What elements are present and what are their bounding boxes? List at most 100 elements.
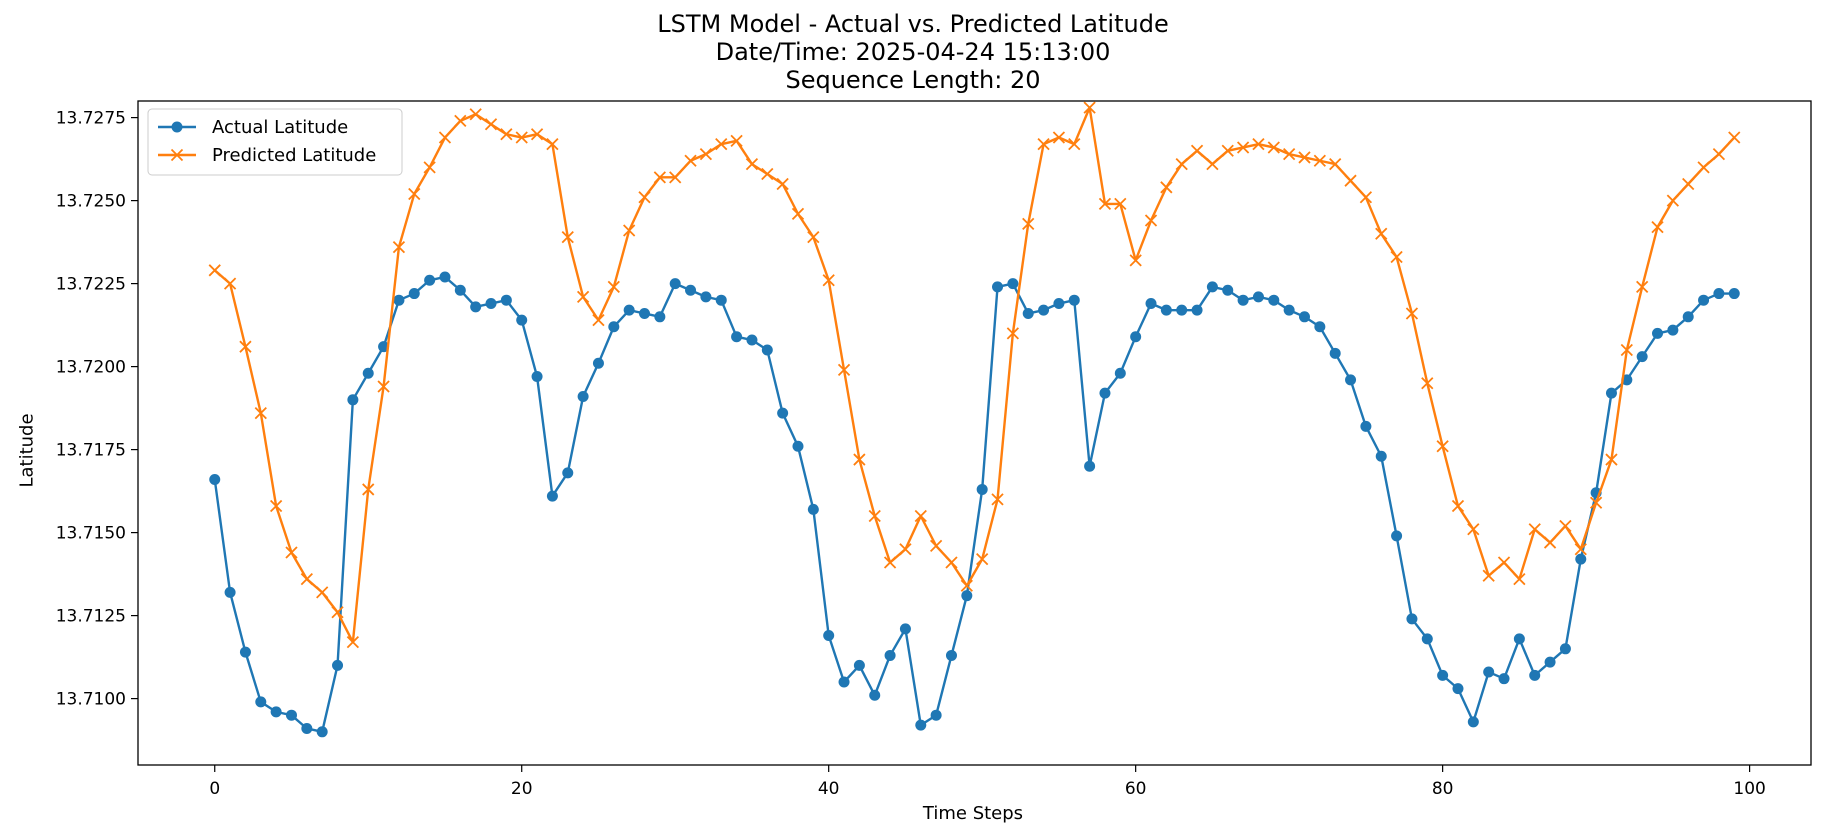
data-point-predicted [638,191,651,204]
x-tick-label: 100 [1733,779,1765,799]
data-point-predicted [1083,101,1096,114]
data-point-predicted [653,171,666,184]
data-point-actual [209,473,221,485]
data-point-actual [1038,304,1050,316]
data-point-predicted [1160,181,1173,194]
data-point-actual [1314,321,1326,333]
chart-title: LSTM Model - Actual vs. Predicted Latitu… [657,10,1169,38]
data-point-actual [715,294,727,306]
data-point-predicted [822,274,835,287]
data-point-predicted [669,171,682,184]
data-point-actual [577,390,589,402]
data-point-predicted [929,539,943,553]
data-point-predicted [715,138,728,151]
data-point-actual [1252,291,1264,303]
data-point-actual [1176,304,1188,316]
data-point-actual [1114,367,1126,379]
data-point-actual [1575,553,1587,565]
data-point-predicted [1313,154,1326,167]
data-point-actual [807,503,819,515]
data-point-predicted [1682,177,1695,191]
data-point-predicted [316,586,329,599]
data-point-actual [1237,294,1249,306]
data-point-actual [639,307,651,319]
data-point-actual [930,709,942,721]
data-point-actual [1698,294,1710,306]
data-point-actual [1329,347,1341,359]
data-point-predicted [730,134,743,147]
data-point-actual [485,298,497,310]
x-tick-label: 60 [1125,779,1147,799]
data-point-predicted [530,128,544,141]
data-point-actual [669,278,681,290]
data-point-actual [408,288,420,300]
data-point-actual [1360,420,1372,432]
data-point-actual [1529,669,1541,681]
data-point-predicted [1574,543,1587,556]
data-point-predicted [561,230,574,244]
data-point-predicted [1697,161,1710,174]
data-point-predicted [592,313,605,327]
data-point-predicted [362,483,375,496]
data-point-predicted [223,277,237,290]
data-point-predicted [745,157,759,171]
data-point-predicted [1252,138,1265,151]
data-point-predicted [285,546,298,559]
data-point-predicted [960,579,973,592]
data-point-actual [1544,656,1556,668]
data-point-predicted [914,509,927,523]
data-point-predicted [976,553,989,566]
data-point-predicted [270,499,283,513]
data-point-predicted [546,138,559,151]
data-point-actual [470,301,482,313]
data-point-predicted [1144,214,1158,227]
data-point-predicted [1037,138,1050,151]
data-point-predicted [868,509,881,523]
data-point-actual [362,367,374,379]
data-point-predicted [1421,377,1434,390]
data-point-actual [500,294,512,306]
y-tick-label: 13.7250 [56,192,126,212]
data-point-predicted [254,406,267,420]
data-point-actual [1513,633,1525,645]
data-point-predicted [1543,536,1557,549]
data-point-actual [992,281,1004,293]
data-point-actual [1605,387,1617,399]
x-tick-label: 40 [818,779,840,799]
data-point-predicted [1651,221,1664,234]
data-point-actual [1145,298,1157,310]
data-point-predicted [1513,572,1526,586]
data-point-actual [1283,304,1295,316]
data-point-predicted [1620,343,1633,357]
data-point-actual [899,623,911,635]
data-point-actual [685,284,697,296]
data-point-actual [439,271,451,283]
data-point-actual [915,719,927,731]
data-point-actual [961,590,973,602]
data-point-actual [746,334,758,346]
data-point-actual [255,696,267,708]
data-point-actual [1022,307,1034,319]
data-point-predicted [1114,197,1127,211]
data-point-predicted [607,280,620,294]
data-point-predicted [1129,254,1142,267]
data-point-predicted [500,128,513,141]
data-point-actual [332,659,344,671]
data-point-actual [516,314,528,326]
x-axis-label: Time Steps [922,803,1024,824]
data-point-actual [1467,716,1479,728]
data-point-actual [1483,666,1495,678]
data-point-predicted [1283,147,1296,161]
data-point-actual [1206,281,1218,293]
data-point-predicted [761,167,774,181]
y-tick-label: 13.7175 [56,441,126,461]
data-point-actual [1652,327,1664,339]
data-point-actual [1099,387,1111,399]
data-point-actual [1421,633,1433,645]
y-tick-label: 13.7125 [56,607,126,627]
data-point-actual [1007,278,1019,290]
series-line-actual [213,275,1735,733]
data-point-actual [562,467,574,479]
data-point-predicted [208,264,221,277]
data-point-actual [1053,298,1065,310]
